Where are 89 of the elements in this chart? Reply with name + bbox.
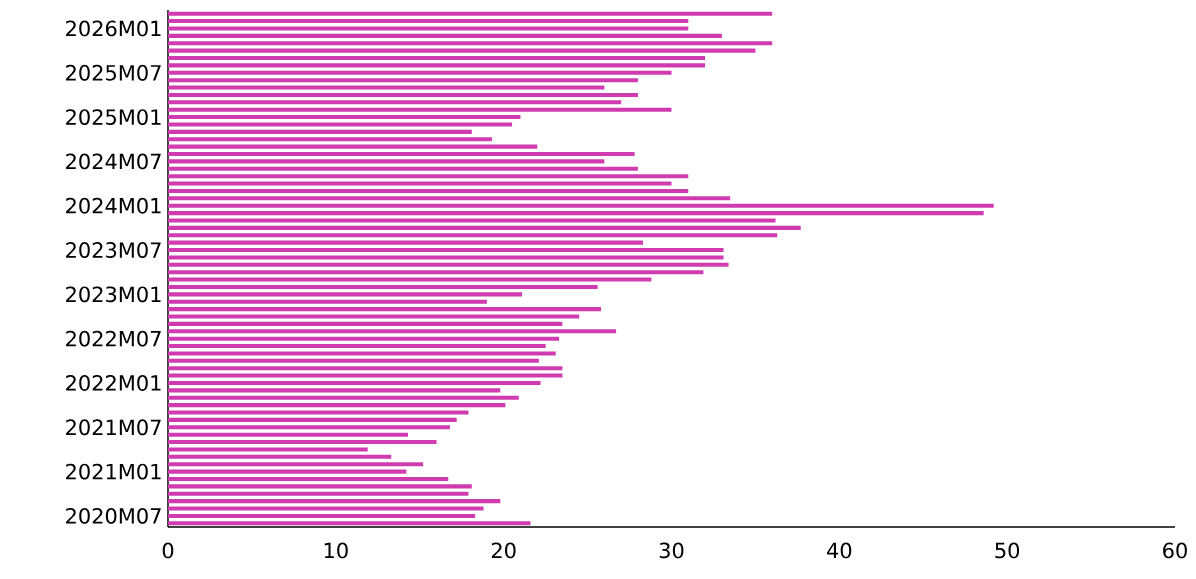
bar <box>168 358 539 363</box>
x-tick-label: 10 <box>324 542 348 559</box>
bar <box>168 469 407 474</box>
bar <box>168 425 450 430</box>
bar <box>168 440 437 445</box>
bar <box>168 366 563 371</box>
bar <box>168 70 672 75</box>
bar <box>168 196 731 201</box>
y-tick-label: 2024M07 <box>66 153 161 170</box>
bar <box>168 248 724 253</box>
bar <box>168 395 519 400</box>
bar <box>168 344 546 349</box>
bar <box>168 159 605 164</box>
y-tick-label: 2025M01 <box>66 109 161 125</box>
y-tick-label: 2025M07 <box>66 64 161 81</box>
bar <box>168 403 506 408</box>
bar <box>168 314 580 319</box>
bar <box>168 432 408 437</box>
x-tick-label: 40 <box>827 542 852 559</box>
bar <box>168 11 773 16</box>
bar <box>168 174 689 179</box>
bar <box>168 107 672 112</box>
y-tick-label: 2021M01 <box>66 463 161 480</box>
x-tick-label: 0 <box>162 542 174 559</box>
bar <box>168 506 484 511</box>
bar <box>168 255 724 260</box>
x-tick-label: 20 <box>491 542 516 559</box>
bar <box>168 417 457 422</box>
bar <box>168 181 672 186</box>
bar <box>168 85 605 90</box>
bar <box>168 329 617 334</box>
y-tick-label: 2026M01 <box>66 20 161 37</box>
bar <box>168 41 773 46</box>
bar <box>168 115 521 120</box>
bar <box>168 292 523 297</box>
bar <box>168 144 538 149</box>
bar <box>168 284 598 289</box>
bar <box>168 151 635 157</box>
bar <box>168 484 472 489</box>
x-tick-label: 30 <box>659 542 684 559</box>
bar <box>168 307 602 312</box>
bar <box>168 137 492 142</box>
bar <box>168 55 706 61</box>
y-tick-label: 2022M01 <box>66 375 161 391</box>
bar <box>168 26 689 31</box>
bar <box>168 129 472 134</box>
bar <box>168 211 984 216</box>
bar <box>168 454 392 459</box>
bar <box>168 270 704 275</box>
y-tick-label: 2023M07 <box>66 242 161 258</box>
bar <box>168 513 476 518</box>
y-tick-label: 2022M07 <box>66 330 161 347</box>
bar <box>168 100 622 105</box>
bar <box>168 78 638 83</box>
y-tick-label: 2023M01 <box>66 286 161 303</box>
bar <box>168 388 501 393</box>
bar <box>168 499 501 504</box>
bar <box>168 351 556 356</box>
bar <box>168 476 449 482</box>
bar <box>168 218 776 223</box>
bar <box>168 447 368 452</box>
y-tick-label: 2024M01 <box>66 197 161 214</box>
bar <box>168 203 994 208</box>
bar <box>168 521 531 526</box>
bar <box>168 373 563 378</box>
bar <box>168 92 638 97</box>
y-tick-label: 2020M07 <box>66 508 161 524</box>
bar <box>168 299 487 304</box>
bar <box>168 321 563 326</box>
bar <box>168 277 652 282</box>
bar <box>168 33 722 38</box>
bar <box>168 122 513 127</box>
bar <box>168 410 469 415</box>
bar <box>168 462 424 467</box>
bar <box>168 336 560 341</box>
bar <box>168 233 778 238</box>
bar <box>168 225 801 230</box>
bar <box>168 262 729 267</box>
y-tick-label: 2021M07 <box>66 419 161 436</box>
bar <box>168 19 689 24</box>
bar <box>168 491 469 496</box>
bar <box>168 63 706 68</box>
bar <box>168 380 541 385</box>
bar <box>168 166 638 171</box>
bar <box>168 240 643 245</box>
x-tick-label: 60 <box>1163 542 1187 559</box>
x-tick-label: 50 <box>995 542 1020 559</box>
bar <box>168 48 756 53</box>
bar <box>168 188 689 193</box>
